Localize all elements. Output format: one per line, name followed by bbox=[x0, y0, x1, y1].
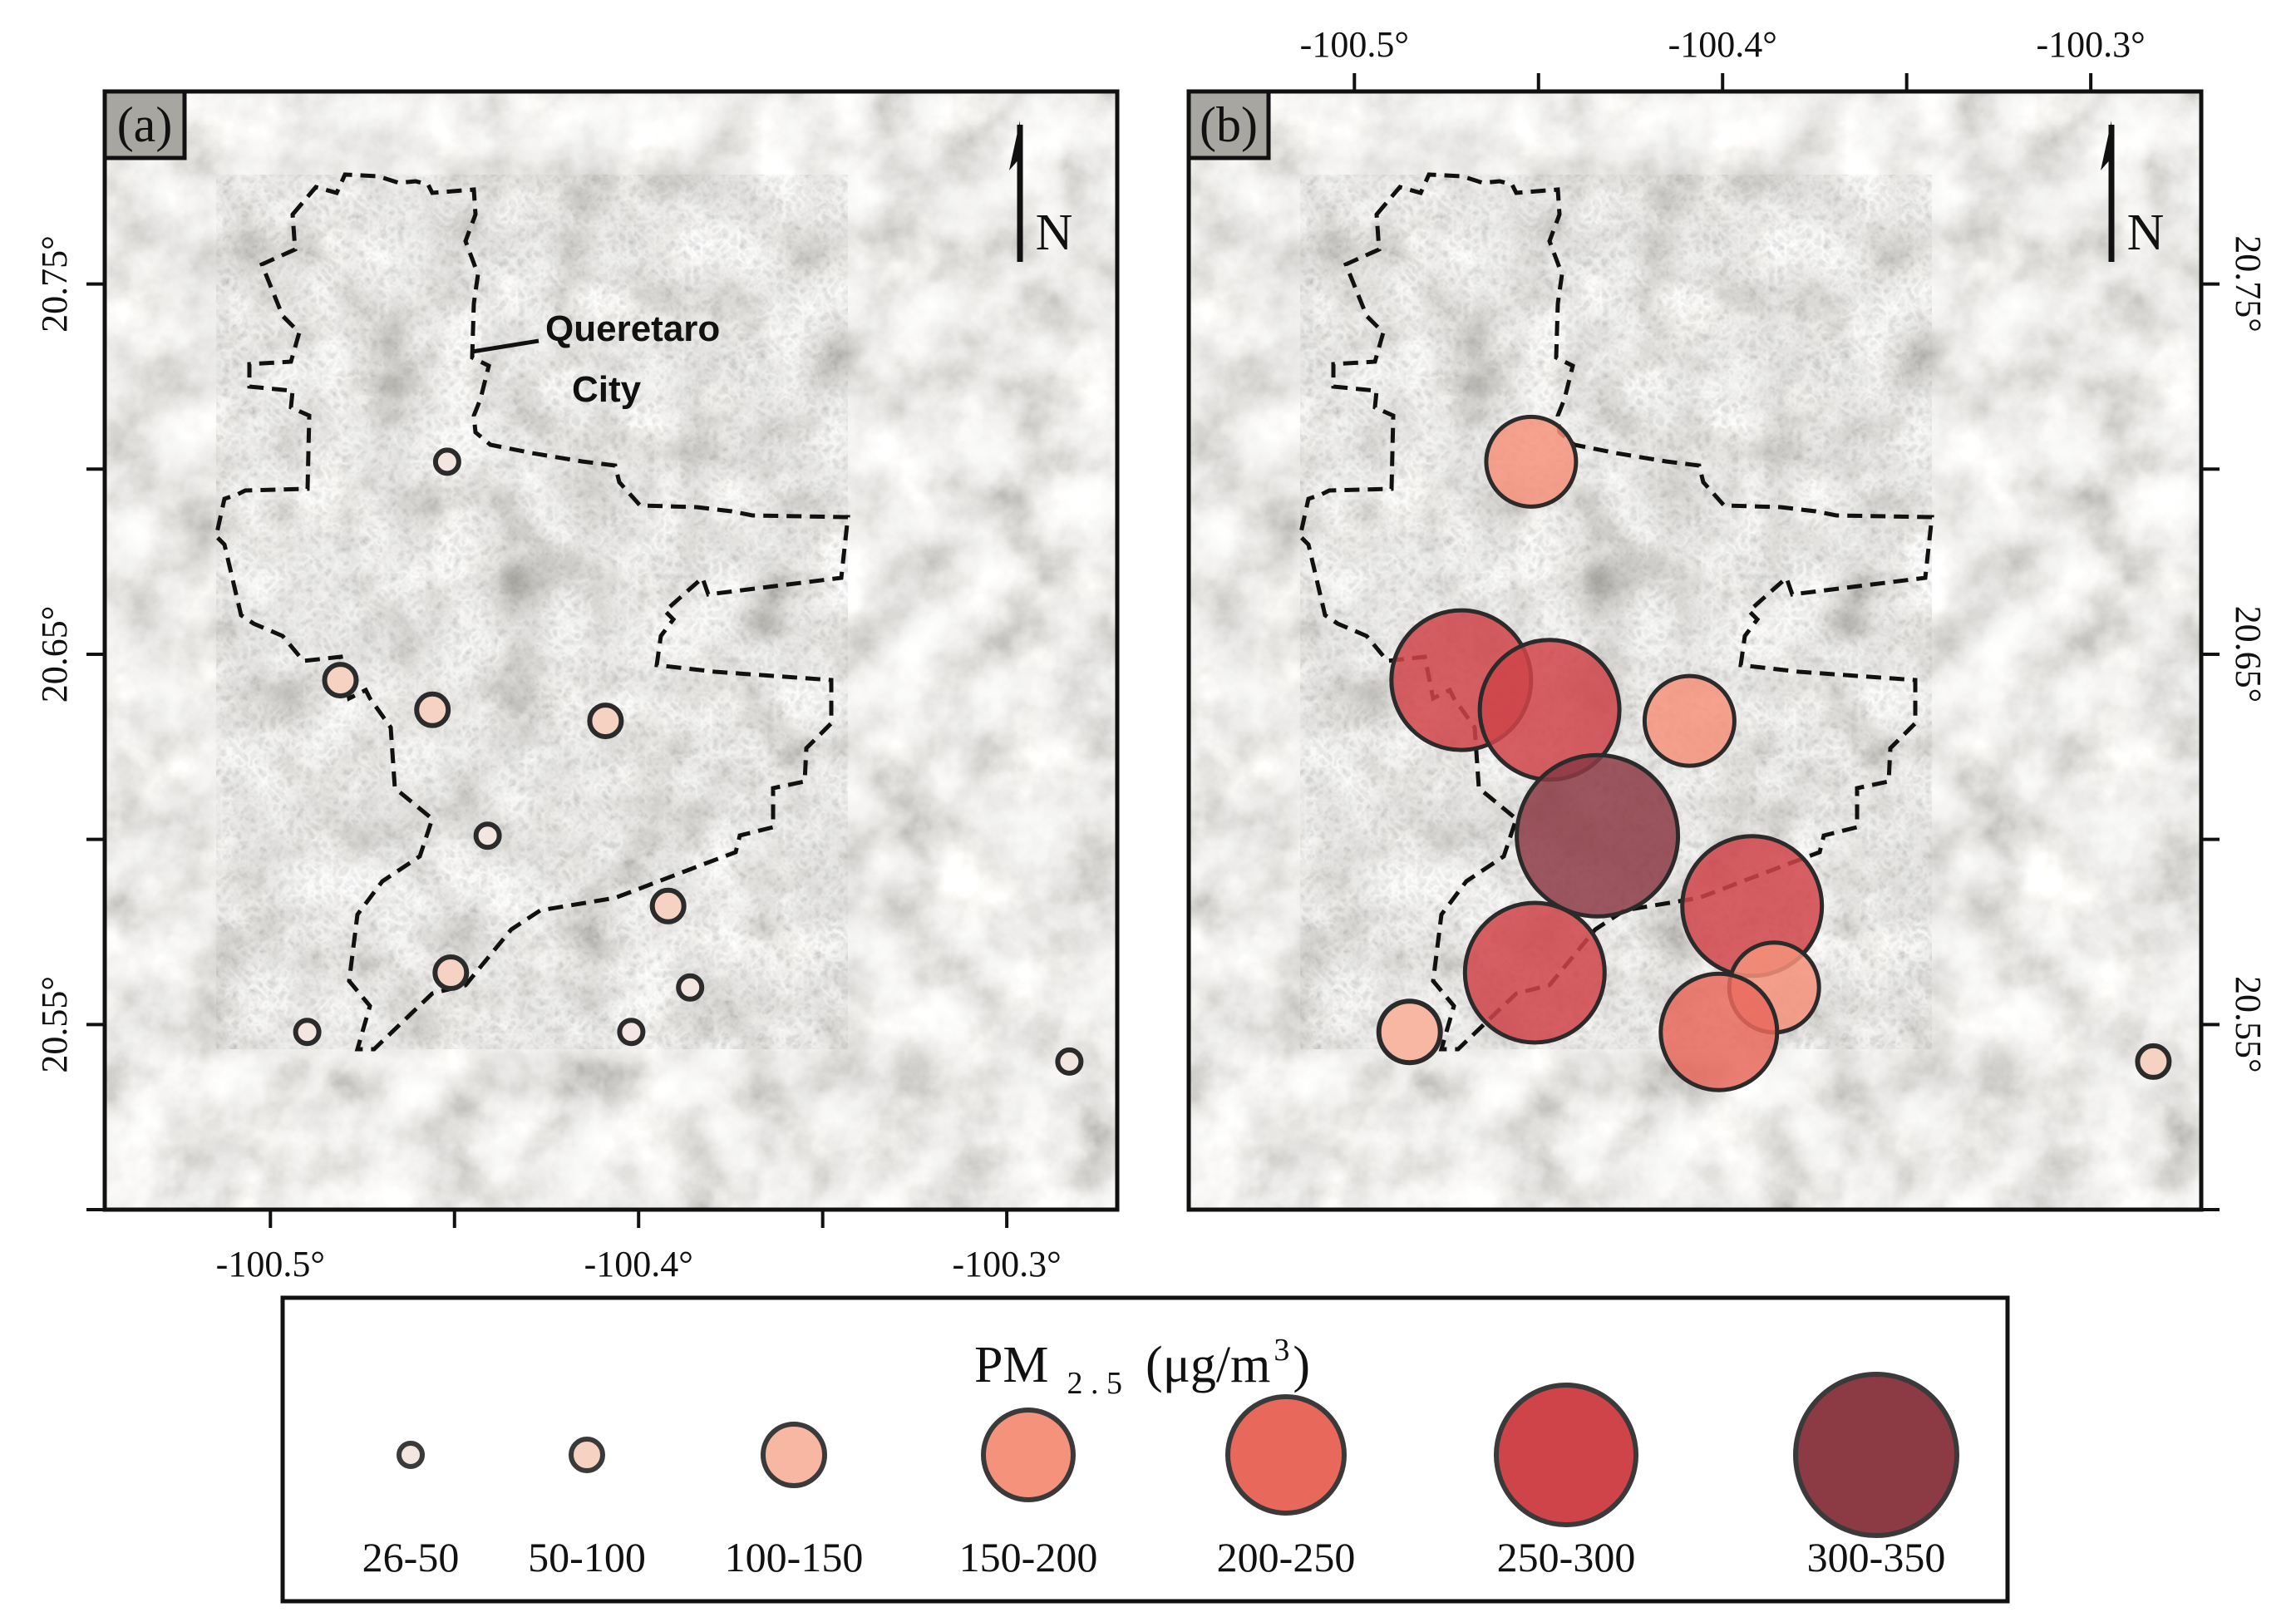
legend-title-close: ) bbox=[1293, 1337, 1310, 1393]
y-tick-label: 20.55° bbox=[34, 976, 75, 1073]
y-tick-label: 20.65° bbox=[2228, 606, 2269, 703]
x-tick-label: -100.4° bbox=[584, 1244, 693, 1284]
station-marker bbox=[1658, 971, 1780, 1092]
station-marker bbox=[1642, 673, 1737, 768]
legend-title-superscript: 3 bbox=[1274, 1333, 1289, 1368]
panel-a-north-arrow: N bbox=[1009, 121, 1072, 262]
station-marker bbox=[1484, 414, 1579, 509]
station-marker bbox=[1462, 900, 1607, 1045]
panel-b-label-box bbox=[1186, 89, 1271, 160]
legend-swatch bbox=[981, 1408, 1076, 1502]
map-axes: -100.5° -100.4° -100.3° 20.75° 20.65° 20.55° -… bbox=[34, 24, 2269, 1284]
legend-swatch bbox=[397, 1441, 425, 1469]
legend-swatch bbox=[569, 1437, 605, 1473]
y-tick-label: 20.65° bbox=[34, 606, 75, 703]
legend-class-label: 26-50 bbox=[362, 1534, 460, 1580]
station-marker bbox=[414, 691, 451, 728]
legend-class-label: 100-150 bbox=[725, 1534, 864, 1580]
legend-swatch bbox=[1793, 1372, 1959, 1538]
panel-b-north-arrow: N bbox=[2101, 121, 2164, 262]
panel-b-map: (b) N bbox=[1186, 89, 2204, 1212]
city-label-leader bbox=[471, 338, 540, 354]
station-marker bbox=[1515, 752, 1681, 919]
x-tick-label: -100.4° bbox=[1668, 24, 1777, 65]
panel-a-frame bbox=[102, 89, 1120, 1212]
legend-swatch bbox=[761, 1422, 827, 1488]
legend-title-unit: (μg/m bbox=[1146, 1337, 1270, 1393]
station-marker bbox=[617, 1018, 646, 1047]
station-marker bbox=[1376, 998, 1443, 1066]
station-marker bbox=[322, 662, 359, 699]
x-tick-label: -100.5° bbox=[216, 1244, 325, 1284]
pm25-legend: PM 2 . 5 (μg/m 3 ) 26-50 50-100 100-150 150… bbox=[280, 1295, 2010, 1604]
station-marker bbox=[473, 821, 502, 850]
legend-title: PM 2 . 5 (μg/m 3 ) bbox=[974, 1333, 1310, 1401]
panel-b-label: (b) bbox=[1200, 97, 1258, 152]
legend-class-label: 150-200 bbox=[959, 1534, 1098, 1580]
station-marker bbox=[432, 954, 470, 991]
city-label-line1: Queretaro bbox=[545, 308, 720, 349]
station-marker bbox=[432, 447, 461, 476]
y-tick-label: 20.75° bbox=[34, 235, 75, 333]
legend-class-label: 50-100 bbox=[528, 1534, 646, 1580]
legend-swatch bbox=[1494, 1383, 1638, 1527]
station-marker bbox=[293, 1018, 322, 1047]
legend-title-subscript: 2 . 5 bbox=[1067, 1366, 1123, 1401]
station-marker bbox=[1055, 1047, 1084, 1076]
y-tick-label: 20.75° bbox=[2228, 235, 2269, 333]
panel-a-north-label: N bbox=[1036, 205, 1073, 261]
legend-class-label: 200-250 bbox=[1217, 1534, 1356, 1580]
legend-swatch bbox=[1225, 1394, 1347, 1516]
station-marker bbox=[2135, 1043, 2172, 1080]
panel-a-label: (a) bbox=[117, 97, 173, 152]
station-marker bbox=[649, 887, 687, 924]
station-marker bbox=[587, 703, 624, 740]
panel-a-map: (a) N Queretaro City bbox=[102, 89, 1120, 1212]
panel-b-frame bbox=[1186, 89, 2204, 1212]
city-label-line2: City bbox=[572, 369, 642, 410]
x-tick-label: -100.3° bbox=[2037, 24, 2146, 65]
legend-class-label: 250-300 bbox=[1497, 1534, 1636, 1580]
panel-a-label-box bbox=[102, 89, 187, 160]
y-tick-label: 20.55° bbox=[2228, 976, 2269, 1073]
x-tick-label: -100.3° bbox=[953, 1244, 1062, 1284]
station-marker bbox=[676, 973, 705, 1002]
legend-title-pm: PM bbox=[974, 1337, 1049, 1393]
legend-class-label: 300-350 bbox=[1807, 1534, 1946, 1580]
panel-b-north-label: N bbox=[2127, 205, 2165, 261]
x-tick-label: -100.5° bbox=[1300, 24, 1409, 65]
